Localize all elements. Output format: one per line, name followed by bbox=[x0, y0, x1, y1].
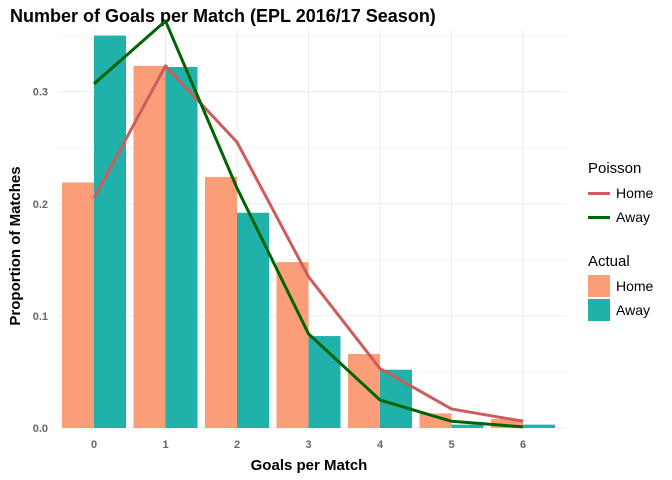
legend-actual: Actual Home Away bbox=[588, 253, 653, 322]
y-tick-label: 0.2 bbox=[33, 199, 48, 211]
legend-title-actual: Actual bbox=[588, 253, 630, 270]
x-tick-label: 2 bbox=[234, 439, 240, 451]
bar-actual-home bbox=[62, 182, 94, 428]
legend-item-poisson-away: Away bbox=[588, 205, 653, 229]
bar-actual-away bbox=[523, 424, 555, 428]
bar-actual-home bbox=[133, 65, 166, 429]
legend-label: Home bbox=[616, 278, 654, 294]
x-tick-label: 3 bbox=[305, 439, 311, 451]
legend-poisson: Poisson Home Away bbox=[588, 160, 653, 229]
legend-title-poisson: Poisson bbox=[588, 160, 642, 177]
legend-label: Home bbox=[616, 185, 654, 201]
legend-item-actual-home: Home bbox=[588, 274, 653, 298]
x-axis-label: Goals per Match bbox=[251, 457, 368, 474]
x-tick-label: 6 bbox=[520, 439, 526, 451]
bars bbox=[62, 35, 555, 429]
x-tick-label: 1 bbox=[162, 439, 168, 451]
chart-title: Number of Goals per Match (EPL 2016/17 S… bbox=[10, 6, 436, 26]
x-tick-label: 5 bbox=[448, 439, 454, 451]
tick-labels: 0.0 0.1 0.2 0.3 0 1 2 3 4 5 6 bbox=[33, 87, 526, 451]
bar-actual-away bbox=[451, 424, 484, 428]
y-tick-label: 0.0 bbox=[33, 423, 48, 435]
poisson-lines bbox=[92, 19, 524, 429]
legend-item-actual-away: Away bbox=[588, 298, 653, 322]
legend-key-actual-home bbox=[588, 275, 610, 297]
y-tick-label: 0.3 bbox=[33, 87, 48, 99]
legend-key-actual-away bbox=[588, 299, 610, 321]
bar-actual-away bbox=[380, 369, 412, 428]
legend-item-poisson-home: Home bbox=[588, 181, 653, 205]
bar-actual-away bbox=[94, 35, 126, 429]
x-tick-label: 4 bbox=[377, 439, 384, 451]
y-axis-label: Proportion of Matches bbox=[7, 166, 24, 325]
bar-actual-away bbox=[165, 66, 198, 428]
y-tick-label: 0.1 bbox=[33, 311, 48, 323]
bar-actual-home bbox=[276, 262, 309, 428]
legend-label: Away bbox=[616, 302, 650, 318]
legend-key-poisson-away bbox=[588, 215, 610, 219]
bar-actual-home bbox=[491, 419, 523, 428]
line-poisson-home bbox=[92, 64, 524, 423]
bar-actual-home bbox=[205, 176, 237, 428]
bar-actual-away bbox=[237, 212, 269, 428]
legend-label: Away bbox=[616, 209, 650, 225]
bar-actual-home bbox=[348, 354, 380, 428]
legend-key-poisson-home bbox=[588, 191, 610, 195]
bar-actual-home bbox=[419, 413, 452, 428]
line-poisson-away bbox=[93, 19, 524, 429]
bar-actual-away bbox=[308, 336, 341, 428]
x-tick-label: 0 bbox=[91, 439, 97, 451]
